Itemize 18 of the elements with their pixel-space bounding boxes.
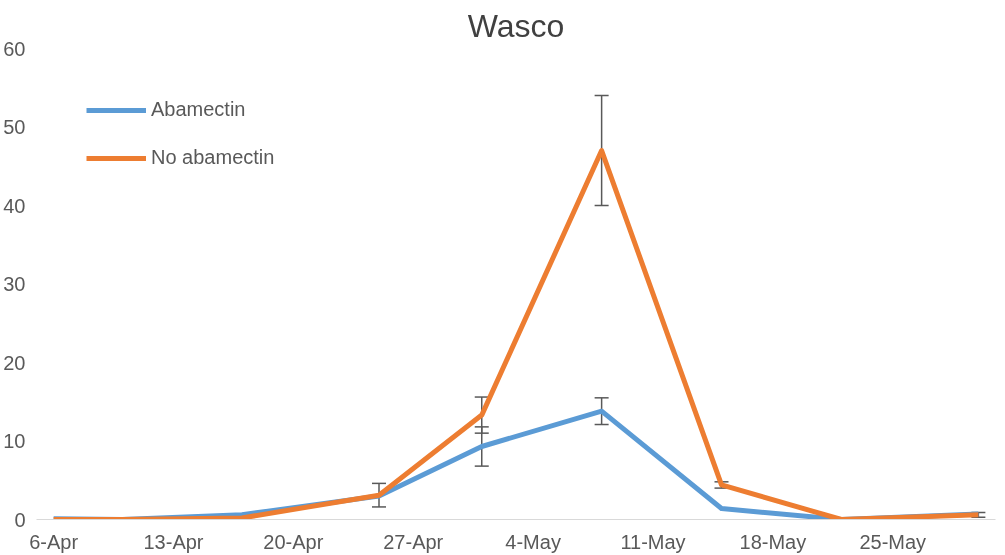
x-tick-label: 25-May <box>859 530 927 553</box>
x-tick-label: 11-May <box>620 530 686 553</box>
y-tick-label: 40 <box>3 194 26 217</box>
x-tick-label: 13-Apr <box>143 530 204 553</box>
y-tick-label: 10 <box>3 430 26 452</box>
y-tick-label: 0 <box>14 508 26 531</box>
x-tick-label: 20-Apr <box>263 530 324 553</box>
y-tick-label: 50 <box>3 116 26 138</box>
y-tick-label: 20 <box>3 351 26 374</box>
chart-title: Wasco <box>467 7 565 44</box>
y-tick-label: 30 <box>3 273 26 295</box>
legend-label: Abamectin <box>151 98 246 121</box>
x-tick-label: 4-May <box>505 530 561 553</box>
x-tick-label: 27-Apr <box>383 530 444 553</box>
y-tick-label: 60 <box>3 37 26 60</box>
x-tick-label: 18-May <box>739 530 807 553</box>
legend-label: No abamectin <box>151 146 275 169</box>
x-tick-label: 6-Apr <box>29 530 79 553</box>
